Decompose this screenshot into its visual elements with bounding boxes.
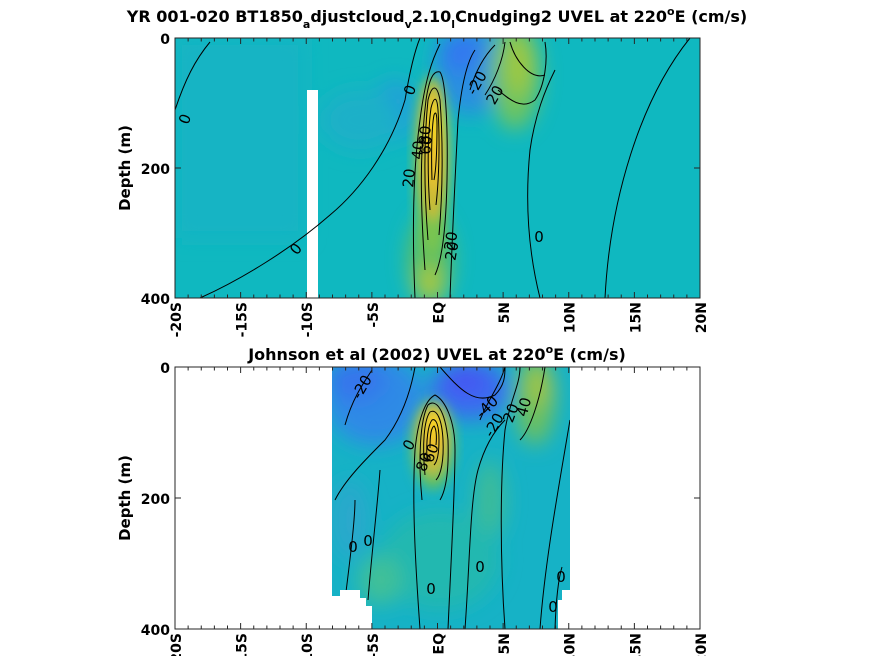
contour-label: 0 xyxy=(556,568,566,586)
panel-1-contours xyxy=(175,38,691,298)
contour-label: 60 xyxy=(419,441,442,465)
x-tick-label: 20N xyxy=(694,302,710,333)
y-tick-label: 0 xyxy=(160,32,170,48)
y-tick-label: 400 xyxy=(141,623,170,639)
x-tick-label: -15S xyxy=(235,302,251,337)
contour-label: 0 xyxy=(548,598,558,616)
panel-2-contours xyxy=(334,367,570,629)
panel-2-ticks xyxy=(174,366,701,630)
x-tick-label: 10N xyxy=(563,302,579,333)
x-tick-label: -15S xyxy=(235,633,251,656)
contour-label: 20 xyxy=(441,240,462,262)
x-tick-label: 15N xyxy=(628,302,644,333)
contour-label: 40 xyxy=(408,140,428,161)
x-tick-label: -5S xyxy=(366,633,382,656)
panel-2-y-axis-label: Depth (m) xyxy=(116,455,134,541)
contour-label: 20 xyxy=(399,168,419,189)
y-tick-label: 200 xyxy=(141,492,170,508)
panel-1-y-axis-label: Depth (m) xyxy=(116,125,134,211)
contour-label: 0 xyxy=(426,580,436,598)
panel-2-contour-labels: -20 0 80 60 -40 -20 20 40 0 0 0 0 0 0 xyxy=(348,372,566,616)
x-tick-label: -5S xyxy=(366,302,382,328)
contour-label: 0 xyxy=(363,532,373,550)
x-tick-label: -20S xyxy=(169,633,185,656)
contour-label: 80 xyxy=(415,125,435,146)
y-tick-label: 400 xyxy=(141,292,170,308)
x-tick-label: 5N xyxy=(497,302,513,323)
contour-label: 40 xyxy=(513,395,535,418)
contour-label: 20 xyxy=(499,401,522,425)
y-tick-label: 0 xyxy=(160,361,170,377)
contour-label: 0 xyxy=(348,538,358,556)
panel-1-x-tick-labels: -20S -15S -10S -5S EQ 5N 10N 15N 20N xyxy=(169,302,710,337)
panel-1-title: YR 001-020 BT1850adjustcloudv2.10lCnudgi… xyxy=(126,5,747,31)
panel-2-title: Johnson et al (2002) UVEL at 220oE (cm/s… xyxy=(247,343,626,364)
contour-label: 20 xyxy=(440,230,461,252)
contour-label: 80 xyxy=(412,450,435,474)
x-tick-label: -10S xyxy=(300,302,316,337)
x-tick-label: EQ xyxy=(432,633,448,655)
contour-label: 0 xyxy=(534,228,544,246)
panel-1-ticks xyxy=(174,37,701,299)
panel-1: YR 001-020 BT1850adjustcloudv2.10lCnudgi… xyxy=(116,5,747,337)
contour-label: 0 xyxy=(475,558,485,576)
panel-2: Johnson et al (2002) UVEL at 220oE (cm/s… xyxy=(116,343,710,656)
x-tick-label: 15N xyxy=(628,633,644,656)
x-tick-label: 5N xyxy=(497,633,513,654)
y-tick-label: 200 xyxy=(141,162,170,178)
panel-1-heatmap xyxy=(175,38,700,298)
x-tick-label: -20S xyxy=(169,302,185,337)
x-tick-label: EQ xyxy=(432,302,448,324)
panel-2-x-tick-labels: -20S -15S -10S -5S EQ 5N 10N 15N 20N xyxy=(169,633,710,656)
x-tick-label: 10N xyxy=(563,633,579,656)
contour-label: 60 xyxy=(416,135,436,156)
x-tick-label: 20N xyxy=(694,633,710,656)
x-tick-label: -10S xyxy=(300,633,316,656)
